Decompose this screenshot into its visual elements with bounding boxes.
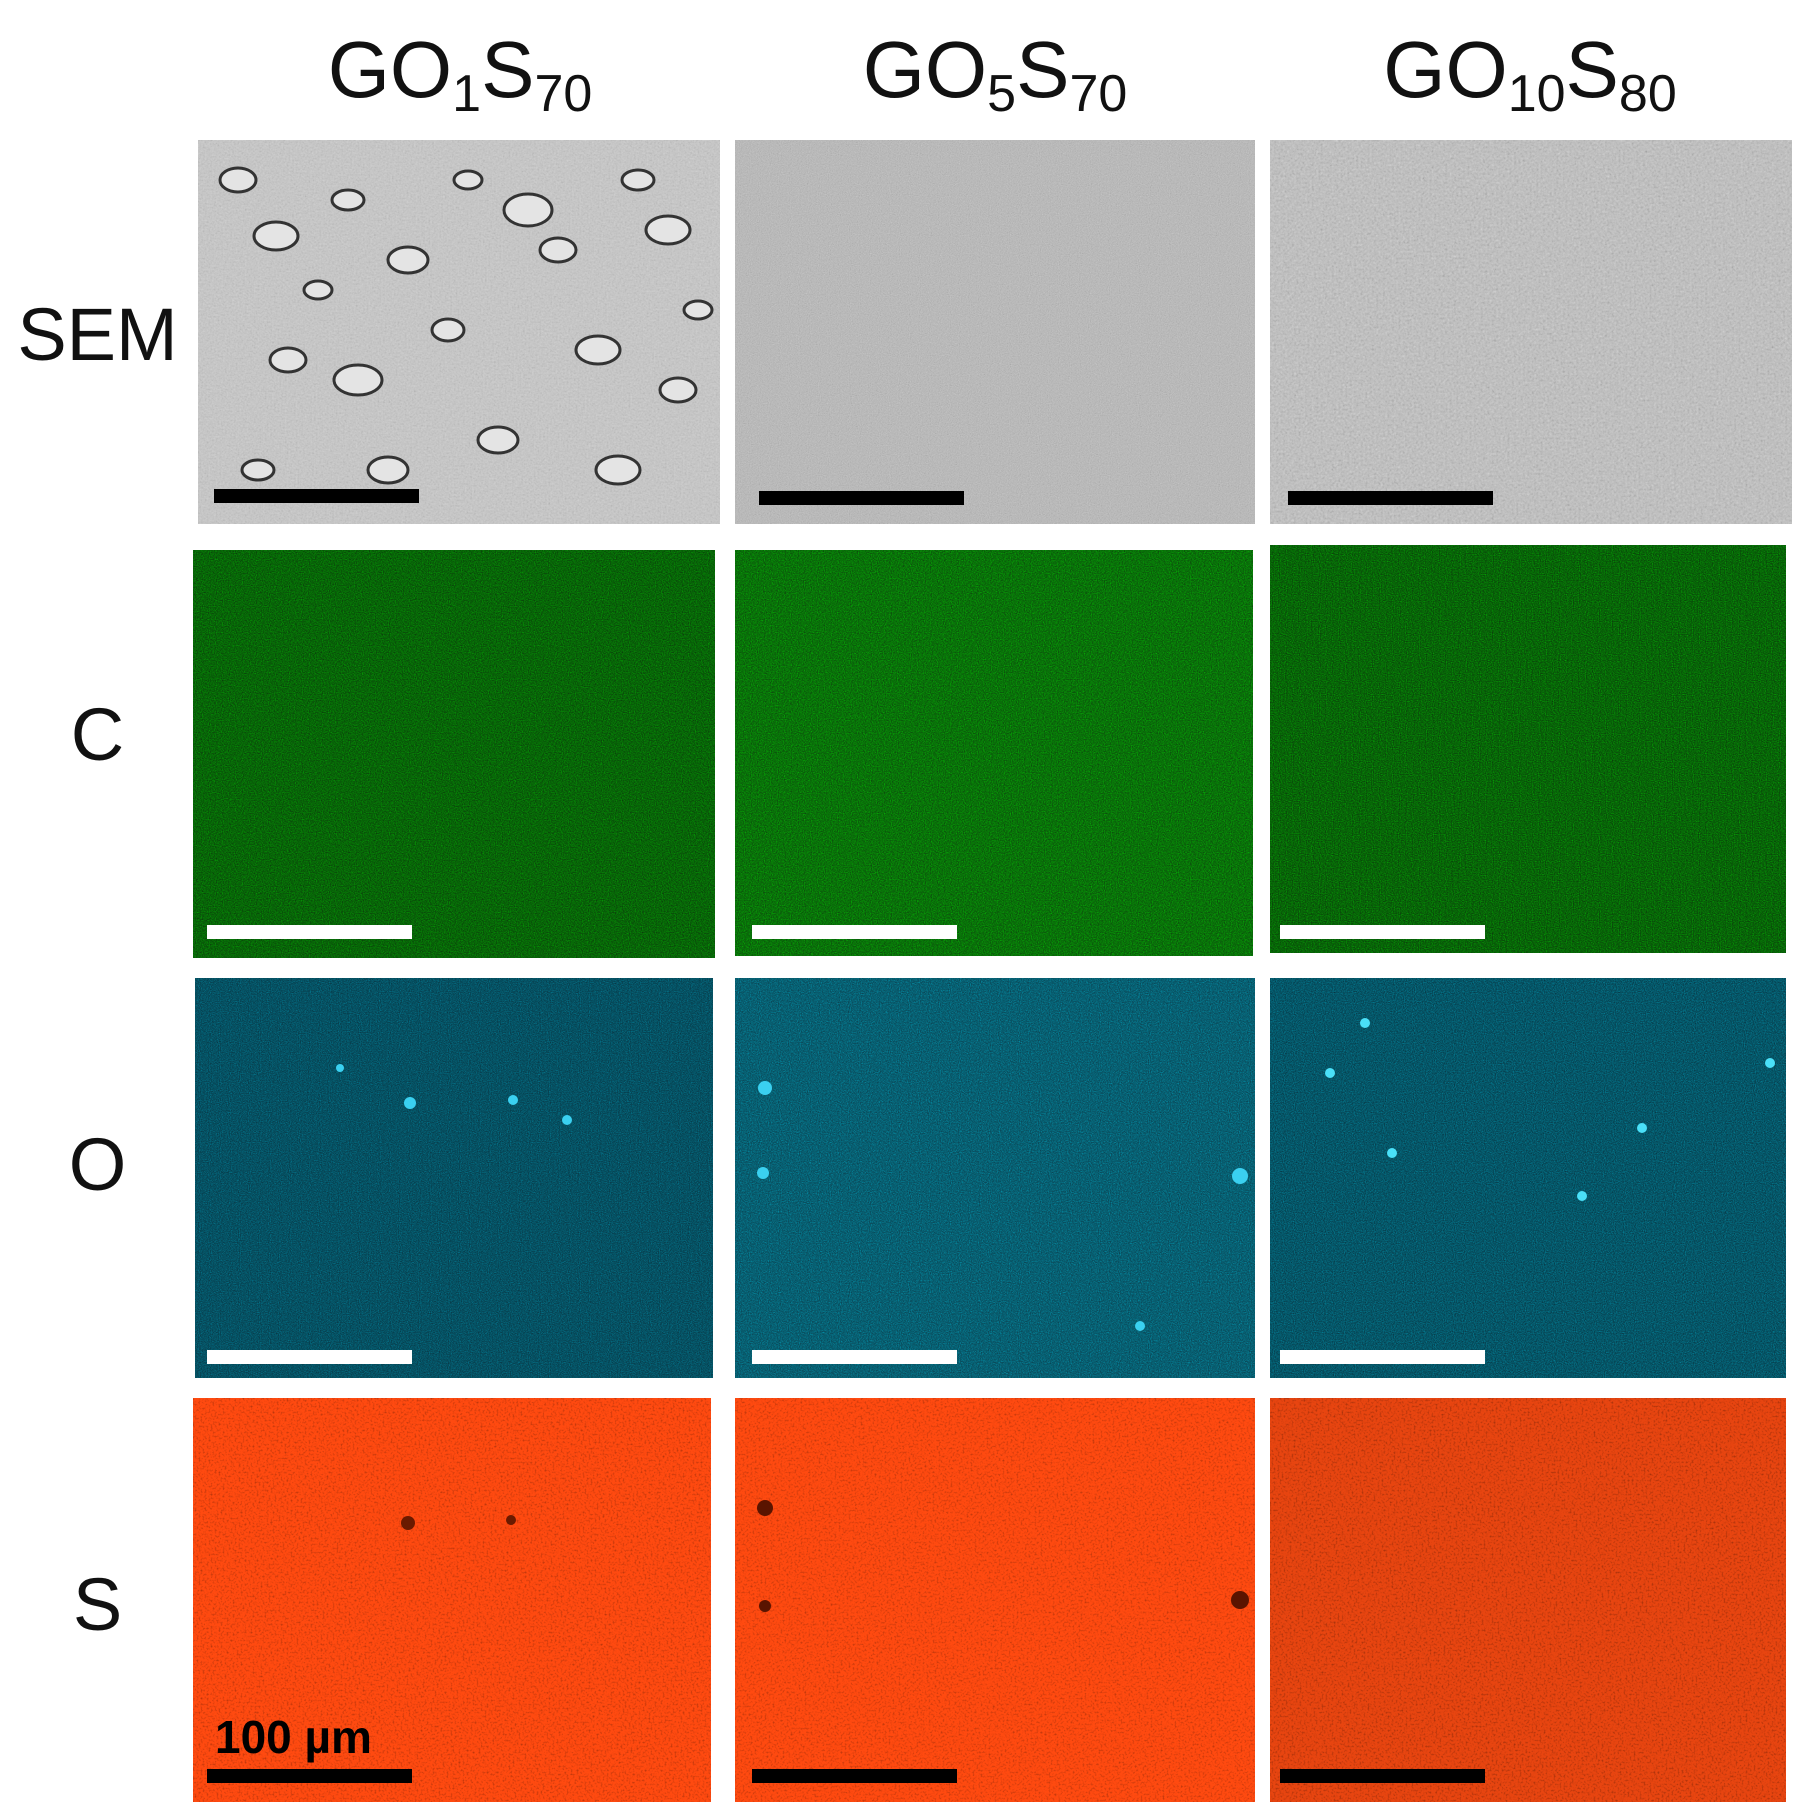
sulfur-map-go5s70: [735, 1398, 1255, 1802]
sem-image-go1s70: [198, 140, 720, 524]
scale-bar-sulfur-go5s70: [752, 1769, 957, 1783]
row-label-carbon: C: [70, 693, 125, 776]
carbon-map-go10s80: [1270, 545, 1786, 953]
oxygen-map-go1s70: [195, 978, 713, 1378]
scale-bar-sulfur-go1s70: [207, 1769, 412, 1783]
column-header-go5s70: GO5S70: [862, 25, 1128, 123]
scale-bar-label: 100 µm: [215, 1711, 372, 1763]
scale-bar-sulfur-go10s80: [1280, 1769, 1485, 1783]
sem-image-go5s70: [735, 140, 1255, 524]
scale-bar-oxygen-go1s70: [207, 1350, 412, 1364]
scale-bar-carbon-go10s80: [1280, 925, 1485, 939]
column-header-go1s70: GO1S70: [327, 25, 593, 123]
row-label-sulfur: S: [72, 1563, 123, 1646]
sulfur-map-go10s80: [1270, 1398, 1786, 1802]
carbon-map-go1s70: [193, 550, 715, 958]
scale-bar-carbon-go5s70: [752, 925, 957, 939]
row-label-oxygen: O: [68, 1123, 127, 1206]
sem-image-go10s80: [1270, 140, 1792, 524]
sulfur-map-go1s70: [193, 1398, 711, 1802]
scale-bar-oxygen-go5s70: [752, 1350, 957, 1364]
carbon-map-go5s70: [735, 550, 1253, 956]
scale-bar-sem-go1s70: [214, 489, 419, 503]
row-label-sem: SEM: [17, 293, 178, 376]
scale-bar-carbon-go1s70: [207, 925, 412, 939]
scale-bar-sem-go5s70: [759, 491, 964, 505]
oxygen-map-go10s80: [1270, 978, 1786, 1378]
column-header-go10s80: GO10S80: [1383, 25, 1677, 123]
scale-bar-sem-go10s80: [1288, 491, 1493, 505]
oxygen-map-go5s70: [735, 978, 1255, 1378]
scale-bar-oxygen-go10s80: [1280, 1350, 1485, 1364]
